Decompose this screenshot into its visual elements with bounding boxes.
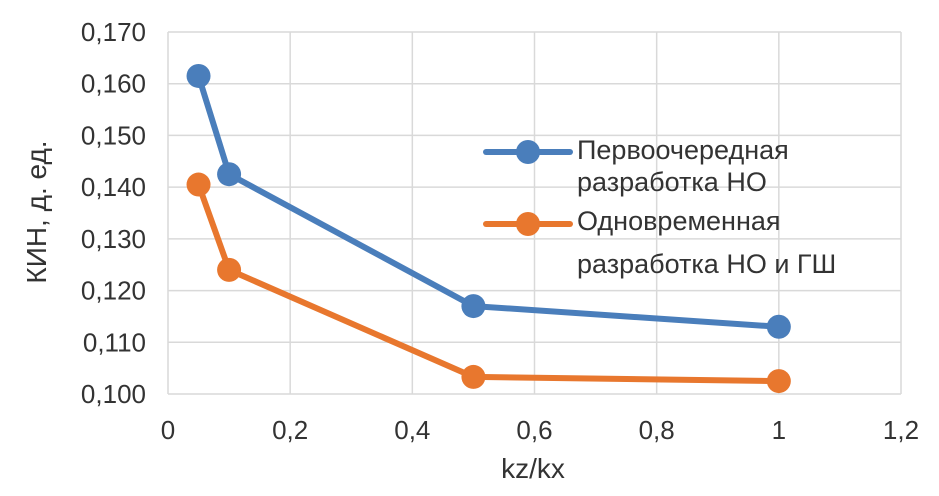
y-tick-label: 0,160 xyxy=(81,69,146,99)
x-tick-label: 0,4 xyxy=(394,415,430,445)
x-tick-label: 0,8 xyxy=(639,415,675,445)
y-axis-ticks: 0,100 0,110 0,120 0,130 0,140 0,150 0,160 0,170 xyxy=(81,17,146,409)
x-tick-label: 1,2 xyxy=(883,415,919,445)
x-tick-label: 1 xyxy=(772,415,786,445)
legend-swatch-marker xyxy=(516,140,540,164)
data-point xyxy=(186,63,211,88)
x-axis-title: kz/kx xyxy=(501,453,565,484)
legend-swatch-marker xyxy=(516,212,540,236)
data-point xyxy=(766,314,791,339)
y-tick-label: 0,150 xyxy=(81,120,146,150)
data-point xyxy=(461,294,486,319)
legend-label: Первоочередная xyxy=(577,135,789,165)
data-point xyxy=(186,172,211,197)
legend-label: разработка НО и ГШ xyxy=(577,249,836,279)
data-point xyxy=(461,364,486,389)
y-tick-label: 0,130 xyxy=(81,224,146,254)
data-point xyxy=(217,162,242,187)
y-tick-label: 0,110 xyxy=(83,327,146,357)
x-axis-ticks: 0 0,2 0,4 0,6 0,8 1 1,2 xyxy=(161,415,919,445)
legend-label: Одновременная xyxy=(577,206,781,236)
gridlines xyxy=(167,31,902,395)
y-tick-label: 0,120 xyxy=(81,276,146,306)
y-tick-label: 0,170 xyxy=(81,17,146,47)
y-tick-label: 0,100 xyxy=(81,379,146,409)
x-tick-label: 0,2 xyxy=(272,415,308,445)
legend-label: разработка НО xyxy=(577,167,767,197)
y-axis-title: КИН, д. ед. xyxy=(21,140,52,283)
series-group xyxy=(186,63,791,394)
data-point xyxy=(217,257,242,282)
data-point xyxy=(766,369,791,394)
series-line-2 xyxy=(195,181,782,385)
x-tick-label: 0,6 xyxy=(516,415,552,445)
series-line-1 xyxy=(195,72,782,330)
y-tick-label: 0,140 xyxy=(81,172,146,202)
x-tick-label: 0 xyxy=(161,415,175,445)
